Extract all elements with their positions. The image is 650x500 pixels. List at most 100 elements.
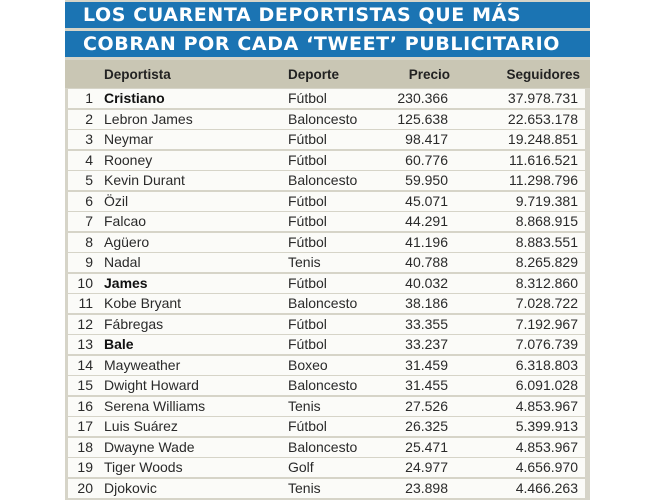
column-header-row: Deportista Deporte Precio Seguidores [65, 60, 590, 88]
athlete-cell: Mayweather [104, 356, 181, 373]
table-row: 1 Cristiano Fútbol 230.366 37.978.731 [68, 89, 585, 108]
table-row: 14 Mayweather Boxeo 31.459 6.318.803 [68, 355, 585, 375]
table-row: 3 Neymar Fútbol 98.417 19.248.851 [68, 130, 585, 149]
price-cell: 40.788 [405, 254, 448, 270]
table-row: 17 Luis Suárez Fútbol 26.325 5.399.913 [68, 417, 585, 436]
price-cell: 26.325 [405, 418, 448, 434]
sport-cell: Fútbol [288, 274, 327, 291]
rank-cell: 6 [85, 192, 93, 209]
price-cell: 23.898 [405, 479, 448, 496]
rank-cell: 18 [77, 438, 93, 455]
column-header-followers: Seguidores [506, 67, 580, 82]
rank-cell: 12 [77, 315, 93, 332]
sport-cell: Baloncesto [288, 172, 358, 188]
followers-cell: 11.298.796 [508, 172, 578, 188]
rank-cell: 9 [85, 254, 93, 270]
price-cell: 27.526 [405, 397, 448, 414]
price-cell: 31.459 [405, 356, 448, 373]
rank-cell: 13 [77, 336, 93, 352]
sport-cell: Boxeo [288, 356, 328, 373]
followers-cell: 19.248.851 [507, 131, 578, 147]
athlete-cell: Rooney [104, 151, 153, 168]
sport-cell: Fútbol [288, 192, 327, 209]
sport-cell: Golf [288, 459, 314, 475]
table-row: 18 Dwayne Wade Baloncesto 25.471 4.853.967 [68, 437, 585, 457]
table-row: 19 Tiger Woods Golf 24.977 4.656.970 [68, 458, 585, 477]
price-cell: 44.291 [405, 213, 448, 229]
table-row: 20 Djokovic Tenis 23.898 4.466.263 [68, 478, 585, 498]
sport-cell: Tenis [288, 479, 321, 496]
followers-cell: 8.883.551 [515, 233, 578, 250]
athlete-cell: James [104, 274, 148, 291]
sport-cell: Fútbol [288, 233, 327, 250]
table-row: 4 Rooney Fútbol 60.776 11.616.521 [68, 150, 585, 170]
price-cell: 45.071 [405, 192, 448, 209]
athlete-cell: Neymar [104, 131, 154, 147]
table-row: 2 Lebron James Baloncesto 125.638 22.653.178 [68, 109, 585, 129]
athlete-cell: Djokovic [104, 479, 157, 496]
athlete-cell: Tiger Woods [104, 459, 183, 475]
ranking-table: LOS CUARENTA DEPORTISTAS QUE MÁS COBRAN … [65, 0, 590, 500]
followers-cell: 5.399.913 [515, 418, 578, 434]
athlete-cell: Dwayne Wade [104, 438, 195, 455]
followers-cell: 6.318.803 [515, 356, 578, 373]
followers-cell: 7.076.739 [515, 336, 578, 352]
athlete-cell: Falcao [104, 213, 147, 229]
followers-cell: 7.028.722 [515, 295, 578, 311]
followers-cell: 4.656.970 [515, 459, 578, 475]
column-header-athlete: Deportista [104, 67, 171, 82]
sport-cell: Fútbol [288, 131, 327, 147]
athlete-cell: Bale [104, 336, 134, 352]
sport-cell: Baloncesto [288, 377, 358, 393]
price-cell: 125.638 [397, 110, 448, 127]
followers-cell: 4.466.263 [515, 479, 578, 496]
table-row: 16 Serena Williams Tenis 27.526 4.853.967 [68, 396, 585, 416]
rank-cell: 15 [77, 377, 93, 393]
sport-cell: Fútbol [288, 90, 327, 106]
rank-cell: 8 [85, 233, 93, 250]
rank-cell: 7 [85, 213, 93, 229]
table-row: 8 Agüero Fútbol 41.196 8.883.551 [68, 232, 585, 252]
athlete-cell: Dwight Howard [104, 377, 199, 393]
rank-cell: 2 [85, 110, 93, 127]
title-line-1: LOS CUARENTA DEPORTISTAS QUE MÁS [65, 2, 590, 28]
athlete-cell: Kevin Durant [104, 172, 185, 188]
followers-cell: 8.265.829 [515, 254, 578, 270]
athlete-cell: Luis Suárez [104, 418, 178, 434]
followers-cell: 11.616.521 [508, 151, 578, 168]
athlete-cell: Fábregas [104, 315, 164, 332]
column-header-sport: Deporte [288, 67, 340, 82]
followers-cell: 4.853.967 [515, 438, 578, 455]
table-row: 6 Özil Fútbol 45.071 9.719.381 [68, 191, 585, 211]
price-cell: 60.776 [405, 151, 448, 168]
followers-cell: 22.653.178 [507, 110, 578, 127]
table-row: 12 Fábregas Fútbol 33.355 7.192.967 [68, 314, 585, 334]
rank-cell: 16 [77, 397, 93, 414]
title-line-2: COBRAN POR CADA ‘TWEET’ PUBLICITARIO [65, 31, 590, 57]
price-cell: 40.032 [405, 274, 448, 291]
sport-cell: Tenis [288, 397, 321, 414]
price-cell: 98.417 [405, 131, 448, 147]
table-row: 11 Kobe Bryant Baloncesto 38.186 7.028.722 [68, 294, 585, 313]
followers-cell: 9.719.381 [515, 192, 578, 209]
rank-cell: 4 [85, 151, 93, 168]
sport-cell: Baloncesto [288, 110, 358, 127]
athlete-cell: Kobe Bryant [104, 295, 182, 311]
rank-cell: 3 [85, 131, 93, 147]
sport-cell: Fútbol [288, 336, 327, 352]
sport-cell: Baloncesto [288, 438, 358, 455]
rank-cell: 19 [77, 459, 93, 475]
column-header-price: Precio [408, 67, 450, 82]
table-row: 15 Dwight Howard Baloncesto 31.455 6.091.028 [68, 376, 585, 395]
price-cell: 38.186 [405, 295, 448, 311]
table-row: 5 Kevin Durant Baloncesto 59.950 11.298.796 [68, 171, 585, 190]
table-row: 9 Nadal Tenis 40.788 8.265.829 [68, 253, 585, 272]
table-row: 13 Bale Fútbol 33.237 7.076.739 [68, 335, 585, 354]
sport-cell: Fútbol [288, 315, 327, 332]
followers-cell: 6.091.028 [515, 377, 578, 393]
sport-cell: Fútbol [288, 151, 327, 168]
followers-cell: 7.192.967 [515, 315, 578, 332]
rank-cell: 1 [85, 90, 93, 106]
price-cell: 33.355 [405, 315, 448, 332]
rank-cell: 5 [85, 172, 93, 188]
